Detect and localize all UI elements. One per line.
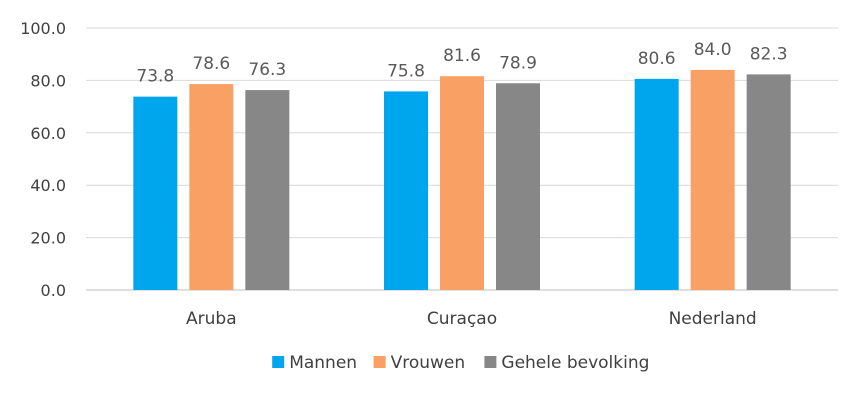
y-tick-label: 0.0	[41, 281, 66, 300]
bar-mannen	[133, 96, 178, 290]
x-category-label: Nederland	[669, 309, 757, 329]
legend-item: Vrouwen	[373, 353, 466, 373]
legend-swatch	[272, 356, 285, 368]
legend-item: Mannen	[272, 353, 357, 373]
data-label: 84.0	[694, 40, 732, 60]
y-tick-label: 20.0	[30, 229, 66, 248]
bar-mannen	[634, 78, 679, 290]
legend-swatch	[373, 356, 386, 368]
data-label: 80.6	[638, 49, 676, 69]
y-tick-label: 60.0	[30, 124, 66, 143]
data-label: 81.6	[443, 46, 481, 66]
legend-swatch	[484, 356, 497, 368]
bar-vrouwen	[440, 76, 484, 290]
x-axis-categories: Aruba Curaçao Nederland	[186, 309, 757, 329]
data-label: 73.8	[136, 67, 174, 87]
bar-vrouwen	[690, 69, 735, 290]
y-tick-label: 40.0	[30, 176, 66, 195]
bar-mannen	[384, 91, 428, 291]
data-label: 76.3	[248, 60, 286, 80]
x-category-label: Aruba	[186, 309, 237, 329]
legend-label: Mannen	[289, 353, 357, 373]
data-label: 78.9	[499, 53, 537, 73]
bar-gehele-bevolking	[496, 83, 540, 290]
x-category-label: Curaçao	[427, 309, 497, 329]
legend-item: Gehele bevolking	[484, 353, 649, 373]
data-label: 78.6	[192, 54, 230, 74]
data-labels: 73.8 78.6 76.3 75.8 81.6 78.9 80.6 84.0 82.3	[136, 40, 787, 87]
y-tick-label: 100.0	[20, 19, 66, 38]
bar-gehele-bevolking	[245, 90, 290, 291]
bar-vrouwen	[189, 84, 234, 291]
bars	[133, 69, 791, 291]
legend-label: Gehele bevolking	[501, 353, 649, 373]
data-label: 82.3	[750, 44, 788, 64]
legend: Mannen Vrouwen Gehele bevolking	[272, 353, 649, 373]
y-tick-label: 80.0	[30, 71, 66, 90]
bar-gehele-bevolking	[746, 74, 791, 291]
data-label: 75.8	[387, 61, 425, 81]
legend-label: Vrouwen	[391, 353, 466, 373]
y-axis-ticks: 0.0 20.0 40.0 60.0 80.0 100.0	[20, 19, 66, 300]
